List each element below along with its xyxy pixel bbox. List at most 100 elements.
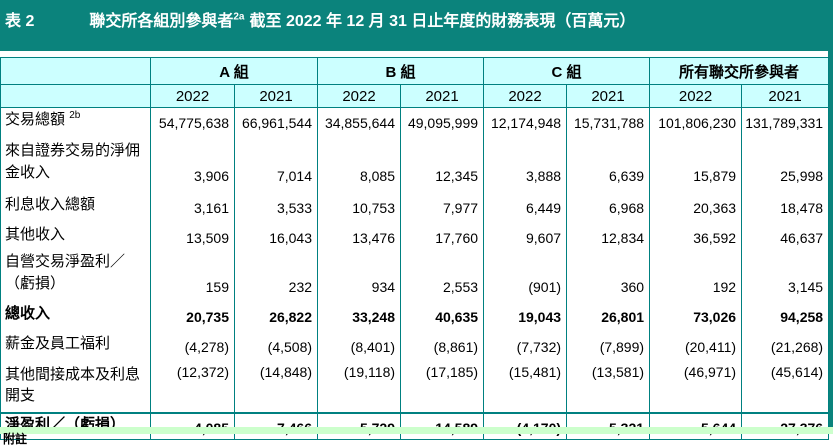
- cell: 25,998: [741, 135, 830, 189]
- cell: (15,481): [483, 359, 568, 413]
- page-title-text: 聯交所各組別參與者: [89, 13, 234, 30]
- cell: 40,635: [400, 299, 485, 330]
- cell: (46,971): [649, 359, 743, 413]
- cell: 159: [150, 250, 235, 300]
- row-label-text: 交易總額: [5, 110, 66, 128]
- cell: 6,639: [566, 135, 651, 189]
- right-edge-strip: [828, 51, 833, 427]
- cell: 6,449: [483, 188, 568, 221]
- cell: (7,732): [483, 329, 568, 360]
- cell: 3,533: [233, 188, 319, 221]
- cell: 7,977: [400, 188, 485, 221]
- page-title: 聯交所各組別參與者2a 截至 2022 年 12 月 31 日止年度的財務表現（百…: [89, 7, 635, 31]
- cell: (17,185): [400, 359, 485, 413]
- cell: (19,118): [317, 359, 402, 413]
- table-row-overheads-interest: 其他間接成本及利息 開支 (12,372) (14,848) (19,118) …: [0, 359, 830, 413]
- cell: (8,861): [400, 329, 485, 360]
- cell: (14,848): [233, 359, 319, 413]
- page-title-suffix: 截至 2022 年 12 月 31 日止年度的財務表現（百萬元）: [249, 13, 636, 30]
- year-header: 2021: [233, 84, 319, 108]
- group-header-row: A 組 B 組 C 組 所有聯交所參與者: [0, 57, 830, 85]
- row-label: 薪金及員工福利: [0, 329, 151, 360]
- years-row: 2022 2021 2022 2021 2022 2021 2022 2021: [0, 84, 830, 108]
- cell: 232: [233, 250, 319, 300]
- cell: (4,508): [233, 329, 319, 360]
- table-row-other-income: 其他收入 13,509 16,043 13,476 17,760 9,607 1…: [0, 220, 830, 251]
- cell: 16,043: [233, 220, 319, 251]
- row-label: 總收入: [0, 299, 151, 330]
- cell: 934: [317, 250, 402, 300]
- cell: 94,258: [741, 299, 830, 330]
- cell: 7,014: [233, 135, 319, 189]
- cell: 20,735: [150, 299, 235, 330]
- cell: 3,145: [741, 250, 830, 300]
- year-header: 2022: [649, 84, 743, 108]
- cell: 13,509: [150, 220, 235, 251]
- cell: (4,278): [150, 329, 235, 360]
- cell: 46,637: [741, 220, 830, 251]
- cell: 33,248: [317, 299, 402, 330]
- row-label: 其他收入: [0, 220, 151, 251]
- group-b-header: B 組: [317, 57, 485, 85]
- cell: 54,775,638: [150, 107, 235, 136]
- table-row-total-revenue: 總收入 20,735 26,822 33,248 40,635 19,043 2…: [0, 299, 830, 330]
- cell: 12,834: [566, 220, 651, 251]
- cell: 26,822: [233, 299, 319, 330]
- cell: (13,581): [566, 359, 651, 413]
- row-label-superscript: 2b: [69, 109, 81, 121]
- bottom-green-strip: [0, 427, 833, 434]
- cell: 13,476: [317, 220, 402, 251]
- cell: 2,553: [400, 250, 485, 300]
- cell: 34,855,644: [317, 107, 402, 136]
- year-header: 2021: [741, 84, 830, 108]
- cell: 3,906: [150, 135, 235, 189]
- cell: (45,614): [741, 359, 830, 413]
- cell: 15,879: [649, 135, 743, 189]
- title-bar: 表 2 聯交所各組別參與者2a 截至 2022 年 12 月 31 日止年度的財務…: [0, 0, 833, 51]
- table-row-turnover: 交易總額 2b 54,775,638 66,961,544 34,855,644…: [0, 107, 830, 136]
- year-header: 2021: [566, 84, 651, 108]
- clipped-footnote-text: 附註: [3, 432, 28, 446]
- cell: 49,095,999: [400, 107, 485, 136]
- table-row-staff-costs: 薪金及員工福利 (4,278) (4,508) (8,401) (8,861) …: [0, 329, 830, 360]
- cell: 3,888: [483, 135, 568, 189]
- row-label: 利息收入總額: [0, 188, 151, 221]
- cell: 6,968: [566, 188, 651, 221]
- cell: (12,372): [150, 359, 235, 413]
- cell: 8,085: [317, 135, 402, 189]
- cell: 192: [649, 250, 743, 300]
- corner-cell: [0, 84, 151, 108]
- cell: (8,401): [317, 329, 402, 360]
- cell: 131,789,331: [741, 107, 830, 136]
- cell: 20,363: [649, 188, 743, 221]
- cell: (901): [483, 250, 568, 300]
- row-label: 其他間接成本及利息 開支: [0, 359, 151, 413]
- cell: 10,753: [317, 188, 402, 221]
- cell: 19,043: [483, 299, 568, 330]
- corner-cell: [0, 57, 151, 85]
- year-header: 2021: [400, 84, 485, 108]
- cell: 12,345: [400, 135, 485, 189]
- row-label: 來自證券交易的淨佣 金收入: [0, 135, 151, 189]
- group-all-header: 所有聯交所參與者: [649, 57, 830, 85]
- cell: 18,478: [741, 188, 830, 221]
- cell: (21,268): [741, 329, 830, 360]
- cell: 360: [566, 250, 651, 300]
- cell: 66,961,544: [233, 107, 319, 136]
- cell: 73,026: [649, 299, 743, 330]
- table-row-proprietary-trading: 自營交易淨盈利／ （虧損） 159 232 934 2,553 (901) 36…: [0, 250, 830, 300]
- group-c-header: C 組: [483, 57, 651, 85]
- year-header: 2022: [317, 84, 402, 108]
- cell: (20,411): [649, 329, 743, 360]
- cell: 15,731,788: [566, 107, 651, 136]
- cell: 17,760: [400, 220, 485, 251]
- title-superscript: 2a: [233, 11, 245, 23]
- cell: 3,161: [150, 188, 235, 221]
- cell: 12,174,948: [483, 107, 568, 136]
- table-number: 表 2: [5, 13, 35, 30]
- cell: 36,592: [649, 220, 743, 251]
- financial-table: A 組 B 組 C 組 所有聯交所參與者 2022 2021 2022 2021…: [0, 57, 830, 440]
- year-header: 2022: [150, 84, 235, 108]
- table-row-interest-income: 利息收入總額 3,161 3,533 10,753 7,977 6,449 6,…: [0, 188, 830, 221]
- row-label: 交易總額 2b: [0, 107, 151, 136]
